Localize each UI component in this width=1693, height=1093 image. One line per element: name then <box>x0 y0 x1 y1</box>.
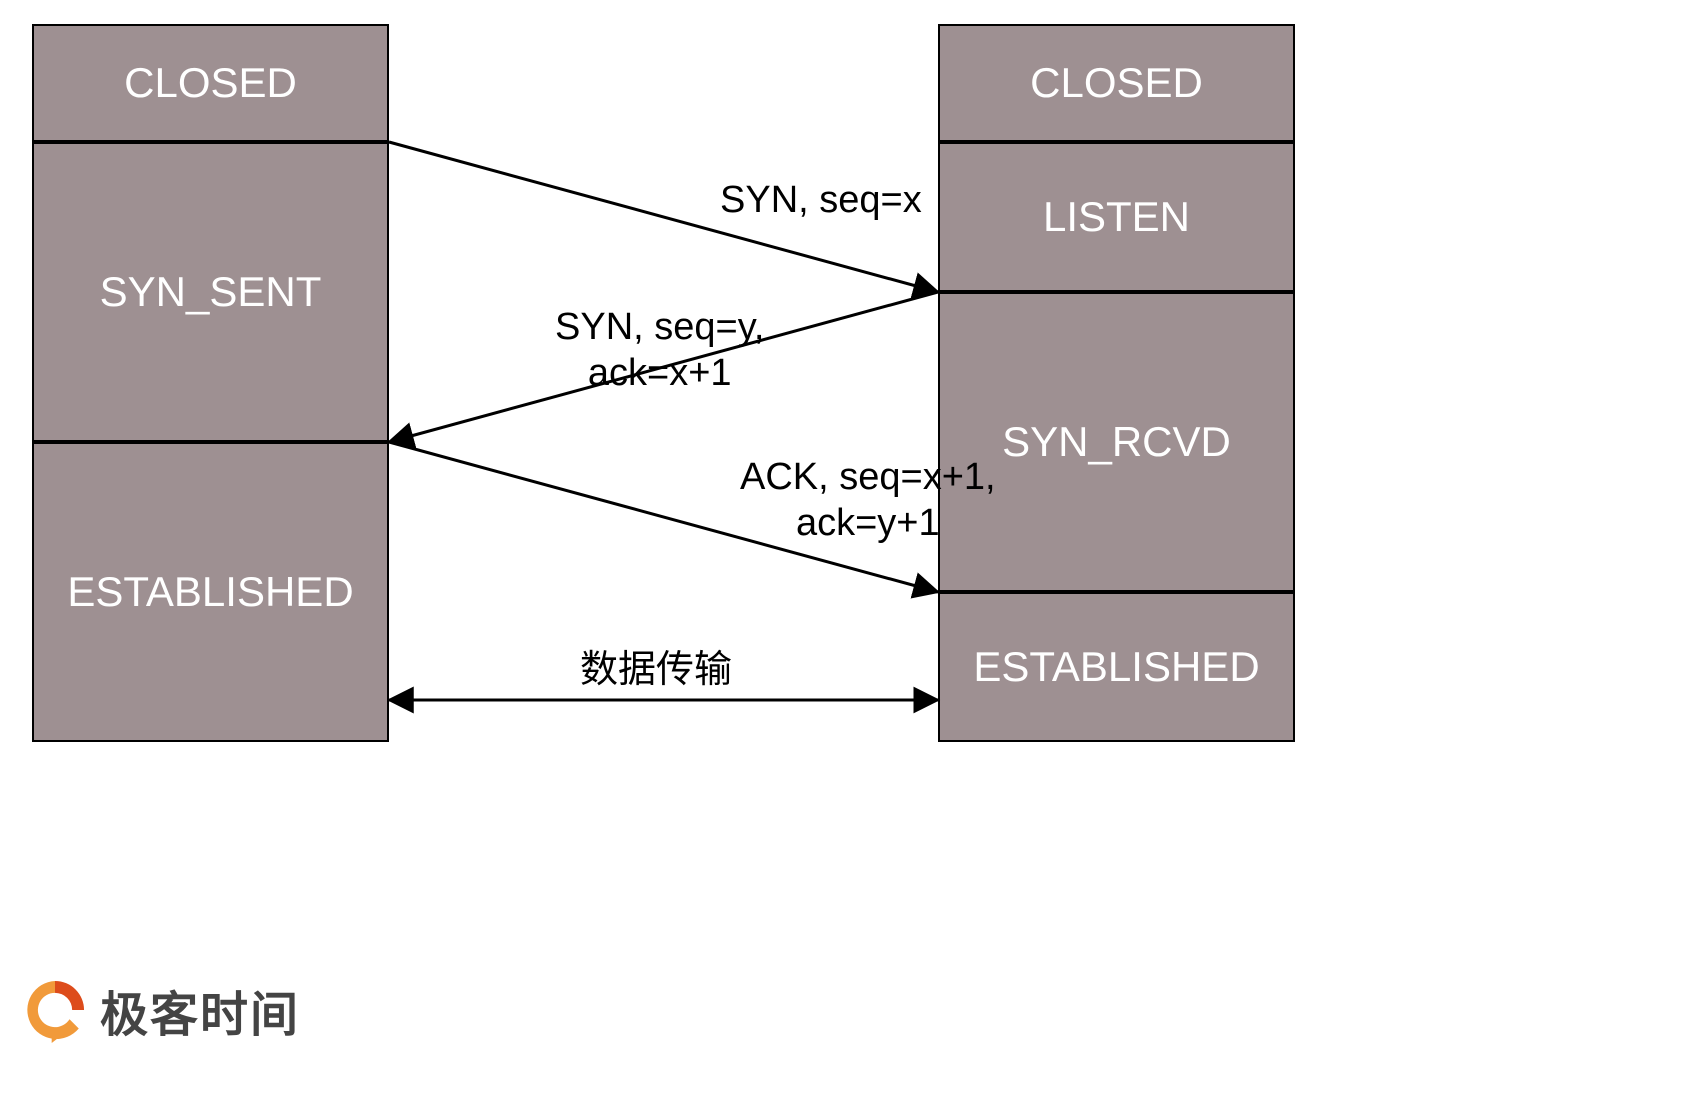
arrow-label-syn_ack: SYN, seq=y, ack=x+1 <box>555 305 764 396</box>
server-state-listen-label: LISTEN <box>1043 193 1190 241</box>
client-state-syn_sent-label: SYN_SENT <box>100 268 322 316</box>
watermark-text: 极客时间 <box>100 975 300 1045</box>
client-state-established: ESTABLISHED <box>32 442 389 742</box>
arrow-label-ack: ACK, seq=x+1, ack=y+1 <box>740 455 996 546</box>
server-state-closed: CLOSED <box>938 24 1295 142</box>
server-state-listen: LISTEN <box>938 142 1295 292</box>
server-state-closed-label: CLOSED <box>1030 59 1203 107</box>
diagram-canvas: ESTABLISHED SYN_RCVD LISTEN CLOSED ESTABLISH… <box>0 0 1693 1093</box>
server-state-established-label: ESTABLISHED <box>973 643 1259 691</box>
client-state-established-label: ESTABLISHED <box>67 568 353 616</box>
server-state-established: ESTABLISHED <box>938 592 1295 742</box>
arrow-label-data: 数据传输 <box>580 648 732 694</box>
watermark-icon <box>22 977 88 1043</box>
client-state-syn_sent: SYN_SENT <box>32 142 389 442</box>
client-state-closed: CLOSED <box>32 24 389 142</box>
server-state-syn_rcvd-label: SYN_RCVD <box>1002 418 1231 466</box>
arrow-label-syn: SYN, seq=x <box>720 178 922 224</box>
server-state-syn_rcvd: SYN_RCVD <box>938 292 1295 592</box>
watermark: 极客时间 <box>22 975 300 1045</box>
client-state-closed-label: CLOSED <box>124 59 297 107</box>
